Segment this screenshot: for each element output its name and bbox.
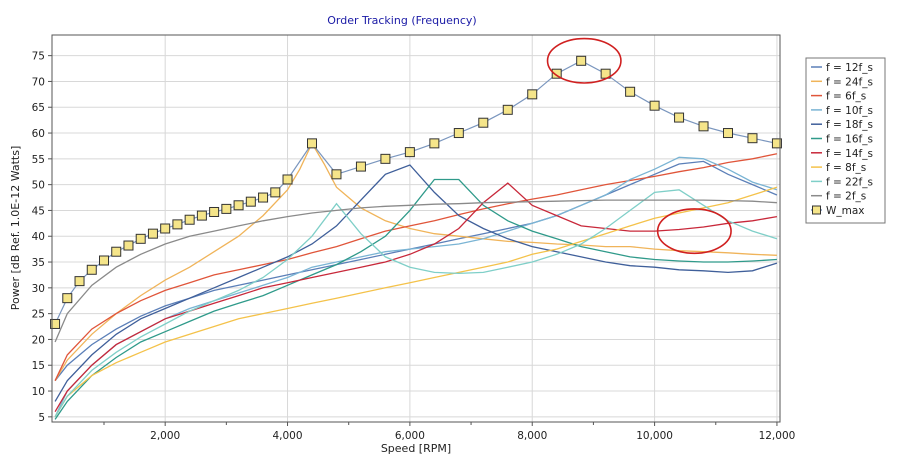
- w-max-point: [184, 214, 195, 225]
- series-line-f-24f-s: [54, 142, 777, 382]
- w-max-point: [723, 128, 733, 139]
- x-axis-ticks: 2,000 4,000 6,000 8,000 10,000 12,000: [103, 422, 796, 442]
- x-tick-label: 2,000: [150, 430, 180, 442]
- series-line-f-2f-s: [54, 199, 777, 343]
- w-max-point: [478, 117, 489, 128]
- w-max-point: [282, 174, 293, 185]
- x-tick-label: 12,000: [759, 430, 796, 442]
- w-max-point: [429, 138, 440, 149]
- w-max-point: [551, 68, 562, 79]
- w-max-point: [771, 138, 782, 149]
- legend-item-label: f = 24f_s: [826, 76, 873, 88]
- legend-item-label: W_max: [826, 205, 865, 217]
- legend-item-label: f = 14f_s: [826, 148, 873, 160]
- w-max-point: [221, 203, 232, 214]
- series-line-f-10f-s: [54, 156, 778, 418]
- w-max-point: [576, 55, 587, 66]
- y-tick-label: 25: [32, 309, 45, 321]
- legend-marker: [812, 205, 821, 215]
- y-tick-label: 40: [32, 231, 45, 243]
- w-max-point: [123, 240, 134, 251]
- w-max-point: [147, 228, 158, 239]
- x-tick-label: 4,000: [272, 430, 302, 442]
- y-tick-label: 20: [32, 334, 45, 346]
- annotations: [546, 37, 732, 255]
- y-axis-ticks: 5 10 15 20 25 30 35 40 45 50 55 60 65 70 75: [32, 51, 52, 424]
- w-max-point: [111, 246, 122, 257]
- y-tick-label: 35: [32, 257, 45, 269]
- y-tick-label: 5: [38, 412, 45, 424]
- y-tick-label: 30: [32, 283, 45, 295]
- w-max-point: [380, 153, 391, 164]
- w-max-point: [355, 161, 366, 172]
- w-max-point: [625, 86, 636, 97]
- highlight-ellipse: [656, 208, 732, 255]
- w-max-point: [196, 210, 207, 221]
- x-tick-label: 8,000: [517, 430, 547, 442]
- legend-item-label: f = 22f_s: [826, 176, 873, 188]
- y-tick-label: 15: [32, 360, 45, 372]
- w-max-point: [245, 196, 256, 207]
- w-max-point: [50, 318, 61, 329]
- series-line-f-14f-s: [54, 182, 778, 413]
- series-line-f-18f-s: [54, 164, 778, 402]
- series-line-f-6f-s: [54, 153, 778, 381]
- legend-item-label: f = 12f_s: [826, 62, 873, 74]
- series-line-f-22f-s: [54, 189, 778, 418]
- w-max-point: [160, 223, 171, 234]
- w-max-point: [502, 104, 513, 115]
- w-max-point: [698, 121, 709, 132]
- w-max-point: [209, 206, 220, 217]
- legend-item-label: f = 2f_s: [826, 191, 866, 203]
- x-tick-label: 10,000: [636, 430, 673, 442]
- y-tick-label: 10: [32, 386, 45, 398]
- y-tick-label: 60: [32, 128, 45, 140]
- w-max-point: [331, 169, 342, 180]
- chart-title: Order Tracking (Frequency): [327, 14, 476, 27]
- w-max-point: [258, 192, 269, 203]
- w-max-point: [747, 133, 758, 144]
- y-tick-label: 65: [32, 102, 45, 114]
- w-max-point: [674, 112, 685, 123]
- y-tick-label: 55: [32, 154, 45, 166]
- y-tick-label: 50: [32, 180, 45, 192]
- legend-item-label: f = 6f_s: [826, 91, 866, 103]
- highlight-ellipse: [546, 37, 622, 84]
- w-max-point: [74, 276, 85, 287]
- x-tick-label: 6,000: [395, 430, 425, 442]
- w-max-point: [135, 233, 146, 244]
- w-max-point: [62, 293, 73, 304]
- legend: f = 12f_sf = 24f_sf = 6f_sf = 10f_sf = 1…: [805, 57, 886, 224]
- y-axis-label: Power [dB Ref. 1.0E-12 Watts]: [9, 146, 22, 311]
- x-axis-label: Speed [RPM]: [381, 442, 451, 455]
- series-line-f-16f-s: [54, 178, 777, 420]
- w-max-point: [99, 255, 109, 266]
- w-max-point: [307, 138, 317, 149]
- series-lines: [54, 60, 778, 420]
- series-line-f-8f-s: [54, 186, 778, 418]
- y-tick-label: 75: [32, 51, 45, 63]
- w-max-point: [233, 200, 244, 211]
- plot-frame: [51, 34, 781, 423]
- w-max-markers: [50, 55, 782, 329]
- w-max-point: [649, 100, 660, 111]
- y-tick-label: 45: [32, 205, 45, 217]
- series-line-f-12f-s: [54, 160, 778, 382]
- w-max-point: [527, 89, 538, 100]
- legend-item-label: f = 18f_s: [826, 119, 873, 131]
- legend-item-label: f = 16f_s: [826, 134, 873, 146]
- w-max-point: [404, 147, 415, 158]
- w-max-point: [172, 219, 183, 230]
- w-max-point: [270, 187, 281, 198]
- w-max-point: [453, 128, 464, 139]
- y-tick-label: 70: [32, 76, 45, 88]
- legend-item-label: f = 10f_s: [826, 105, 873, 117]
- legend-item-label: f = 8f_s: [826, 162, 866, 174]
- series-line-w-max: [54, 60, 778, 325]
- w-max-point: [86, 264, 97, 275]
